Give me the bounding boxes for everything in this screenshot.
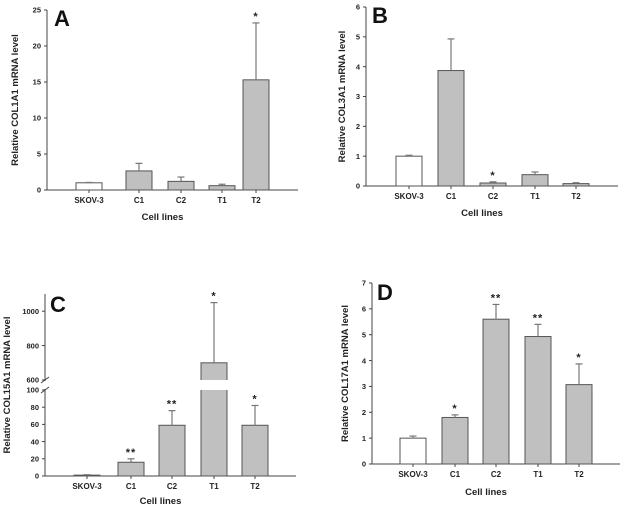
- x-tick-label: SKOV-3: [394, 192, 424, 201]
- y-axis-title: Relative COL15A1 mRNA level: [2, 317, 13, 454]
- bar-c1: [125, 170, 153, 191]
- x-tick-label: T2: [574, 470, 584, 479]
- bar-t2: [565, 384, 593, 465]
- y-tick-label: 10: [33, 114, 41, 123]
- significance-marker: **: [533, 312, 544, 324]
- bar-c2: [482, 318, 510, 465]
- y-tick-label: 600: [26, 376, 39, 385]
- x-tick-label: C2: [176, 196, 187, 205]
- x-tick-label: T2: [250, 482, 260, 491]
- significance-marker: *: [576, 352, 581, 364]
- x-tick-label: C1: [126, 482, 137, 491]
- y-axis-title: Relative COL17A1 mRNA level: [340, 305, 351, 442]
- panel-letter: A: [54, 6, 70, 31]
- bar-c1: [437, 70, 465, 187]
- significance-marker: **: [126, 447, 137, 459]
- bar-skov-3: [395, 155, 423, 187]
- x-tick-label: C1: [450, 470, 461, 479]
- y-tick-label: 3: [356, 92, 360, 101]
- y-tick-label: 0: [35, 472, 39, 481]
- x-axis-title: Cell lines: [140, 496, 182, 507]
- panel-d: 0 1 2 3 4 5 6 7 SKOV-3 C1 * C2 ** T1 ** T2 * Cell lines Re…: [340, 279, 620, 498]
- y-tick-label: 4: [356, 62, 361, 71]
- y-tick-label: 0: [362, 460, 366, 469]
- x-tick-label: C1: [134, 196, 145, 205]
- x-tick-label: T1: [530, 192, 540, 201]
- bar-c1: [441, 416, 469, 465]
- bar-t2: [241, 424, 269, 477]
- y-tick-label: 20: [33, 42, 41, 51]
- y-tick-label: 5: [362, 330, 366, 339]
- x-tick-label: T1: [217, 196, 227, 205]
- bar-t1: [524, 336, 552, 465]
- significance-marker: *: [211, 291, 216, 303]
- y-tick-label: 15: [33, 78, 41, 87]
- panel-letter: C: [50, 292, 66, 317]
- x-tick-label: T1: [533, 470, 543, 479]
- y-tick-label: 20: [31, 455, 39, 464]
- y-tick-label: 60: [31, 420, 39, 429]
- y-tick-label: 7: [362, 279, 366, 288]
- bar-c2: [167, 180, 195, 191]
- y-tick-label: 6: [356, 3, 360, 12]
- panel-a: 0 5 10 15 20 25 SKOV-3 C1 C2 T1 T2 * Cell lines Relat…: [10, 6, 298, 223]
- y-tick-label: 1: [362, 434, 366, 443]
- x-axis-title: Cell lines: [461, 208, 503, 219]
- x-axis-title: Cell lines: [465, 487, 507, 498]
- panel-letter: B: [372, 3, 388, 28]
- significance-marker: **: [491, 292, 502, 304]
- x-tick-label: T2: [251, 196, 261, 205]
- significance-marker: *: [452, 403, 457, 415]
- bar-t1: [208, 185, 236, 191]
- bar-t2: [562, 183, 590, 187]
- y-tick-label: 5: [356, 33, 360, 42]
- bar-c1: [117, 461, 145, 477]
- significance-marker: *: [253, 11, 258, 23]
- y-tick-label: 4: [362, 356, 367, 365]
- bar-skov-3: [75, 182, 103, 191]
- x-tick-label: SKOV-3: [74, 196, 104, 205]
- y-tick-label: 80: [31, 403, 39, 412]
- bar-break-gap: [200, 380, 228, 390]
- bar-skov-3: [399, 437, 427, 465]
- y-axis-title: Relative COL1A1 mRNA level: [10, 34, 21, 166]
- panel-b: 0 1 2 3 4 5 6 SKOV-3 C1 C2 * T1 T2 Cell lines Relative…: [337, 3, 618, 219]
- bar-t2: [242, 79, 270, 191]
- y-tick-label: 3: [362, 382, 366, 391]
- y-tick-label: 5: [37, 150, 41, 159]
- y-tick-label: 0: [37, 186, 41, 195]
- bar-c2: [158, 424, 186, 477]
- x-tick-label: T1: [209, 482, 219, 491]
- significance-marker: **: [167, 399, 178, 411]
- x-tick-label: C2: [167, 482, 178, 491]
- x-tick-label: SKOV-3: [398, 470, 428, 479]
- significance-marker: *: [490, 170, 495, 182]
- y-tick-label: 2: [356, 122, 360, 131]
- y-tick-label: 0: [356, 182, 360, 191]
- y-tick-label: 6: [362, 305, 366, 314]
- y-axis-title: Relative COL3A1 mRNA level: [337, 31, 348, 163]
- x-tick-label: C1: [446, 192, 457, 201]
- y-tick-label: 40: [31, 437, 39, 446]
- y-tick-label: 100: [26, 386, 39, 395]
- y-tick-label: 1000: [22, 307, 39, 316]
- x-tick-label: C2: [488, 192, 499, 201]
- bar-t1: [200, 362, 228, 477]
- x-tick-label: T2: [571, 192, 581, 201]
- y-tick-label: 2: [362, 408, 366, 417]
- y-tick-label: 800: [26, 341, 39, 350]
- panel-letter: D: [377, 280, 393, 305]
- x-tick-label: SKOV-3: [72, 482, 102, 491]
- bar-c2: [479, 182, 507, 187]
- x-axis-title: Cell lines: [142, 212, 184, 223]
- y-tick-label: 25: [33, 6, 41, 15]
- bar-t1: [521, 174, 549, 187]
- significance-marker: *: [252, 393, 257, 405]
- x-tick-label: C2: [491, 470, 502, 479]
- y-tick-label: 1: [356, 152, 360, 161]
